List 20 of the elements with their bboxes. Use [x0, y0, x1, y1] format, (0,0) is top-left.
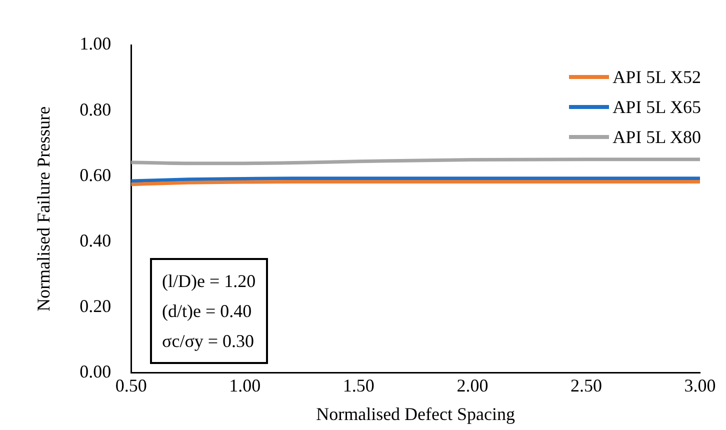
- legend-label: API 5L X80: [612, 126, 701, 149]
- x-tick-label: 2.50: [570, 375, 602, 396]
- y-tick-label: 0.60: [80, 164, 112, 185]
- annotation: (l/D)e = 1.20: [162, 270, 256, 293]
- y-axis-title: Normalised Failure Pressure: [34, 106, 54, 312]
- x-tick-label: 0.50: [115, 375, 147, 396]
- y-tick-label: 0.00: [80, 362, 112, 382]
- legend-label: API 5L X65: [612, 96, 701, 119]
- annotation: σc/σy = 0.30: [162, 330, 256, 353]
- x-axis-title: Normalised Defect Spacing: [316, 404, 516, 424]
- y-tick-label: 0.80: [80, 99, 112, 120]
- x-tick-label: 2.00: [456, 375, 488, 396]
- x-tick-label: 1.50: [342, 375, 374, 396]
- annotation: (d/t)e = 0.40: [162, 300, 253, 323]
- x-tick-label: 1.00: [229, 375, 261, 396]
- y-tick-label: 0.20: [80, 296, 112, 316]
- y-tick-label: 0.40: [80, 230, 112, 250]
- y-tick-label: 1.00: [80, 34, 112, 54]
- legend-label: API 5L X52: [612, 66, 701, 89]
- x-tick-label: 3.00: [684, 375, 716, 396]
